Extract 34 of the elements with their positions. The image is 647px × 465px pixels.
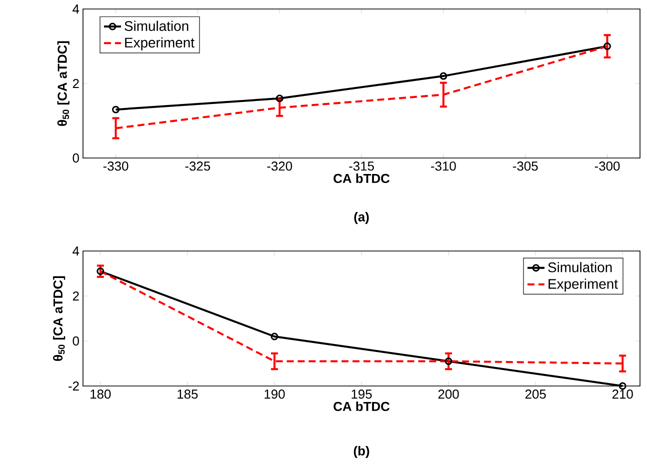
y-tick-label: 2: [72, 291, 79, 301]
x-tick-label: 180: [90, 390, 111, 399]
x-tick-label: -330: [103, 162, 128, 171]
x-tick-label: -310: [431, 162, 456, 171]
x-tick-label: -300: [594, 162, 620, 171]
x-tick-label: -325: [185, 162, 210, 171]
x-tick-label: 185: [178, 390, 198, 399]
x-tick-label: -315: [349, 162, 374, 171]
point: [444, 358, 452, 365]
x-tick-label: 195: [352, 390, 372, 399]
x-tick-label: 210: [612, 390, 633, 399]
legend-label: Experiment: [125, 37, 194, 50]
y-tick-label: 4: [72, 246, 80, 256]
x-tick-label: -320: [267, 162, 292, 171]
x-tick-label: 190: [264, 390, 285, 399]
y-axis-title: θ$_{50}$ [CA aTDC]: [57, 41, 70, 126]
x-axis-title: CA bTDC: [334, 174, 390, 184]
y-tick-label: -2: [68, 381, 79, 391]
x-tick-label: 205: [525, 390, 546, 399]
legend-label: Simulation: [548, 262, 612, 272]
x-tick-label: 200: [438, 390, 459, 399]
point: [270, 332, 278, 340]
y-axis-title: θ$_{50}$ [CA aTDC]: [53, 276, 66, 361]
x-axis-title: CA bTDC: [334, 402, 390, 412]
y-tick-label: 0: [72, 153, 79, 163]
x-tick-label: -305: [512, 162, 538, 171]
y-tick-label: 4: [72, 4, 80, 14]
y-tick-label: 0: [72, 336, 79, 346]
text: (a): [354, 212, 369, 224]
text: (b): [354, 446, 370, 458]
y-tick-label: 2: [72, 78, 79, 88]
legend-label: Experiment: [548, 278, 618, 292]
point: [440, 72, 448, 80]
legend-label: Simulation: [124, 20, 188, 31]
